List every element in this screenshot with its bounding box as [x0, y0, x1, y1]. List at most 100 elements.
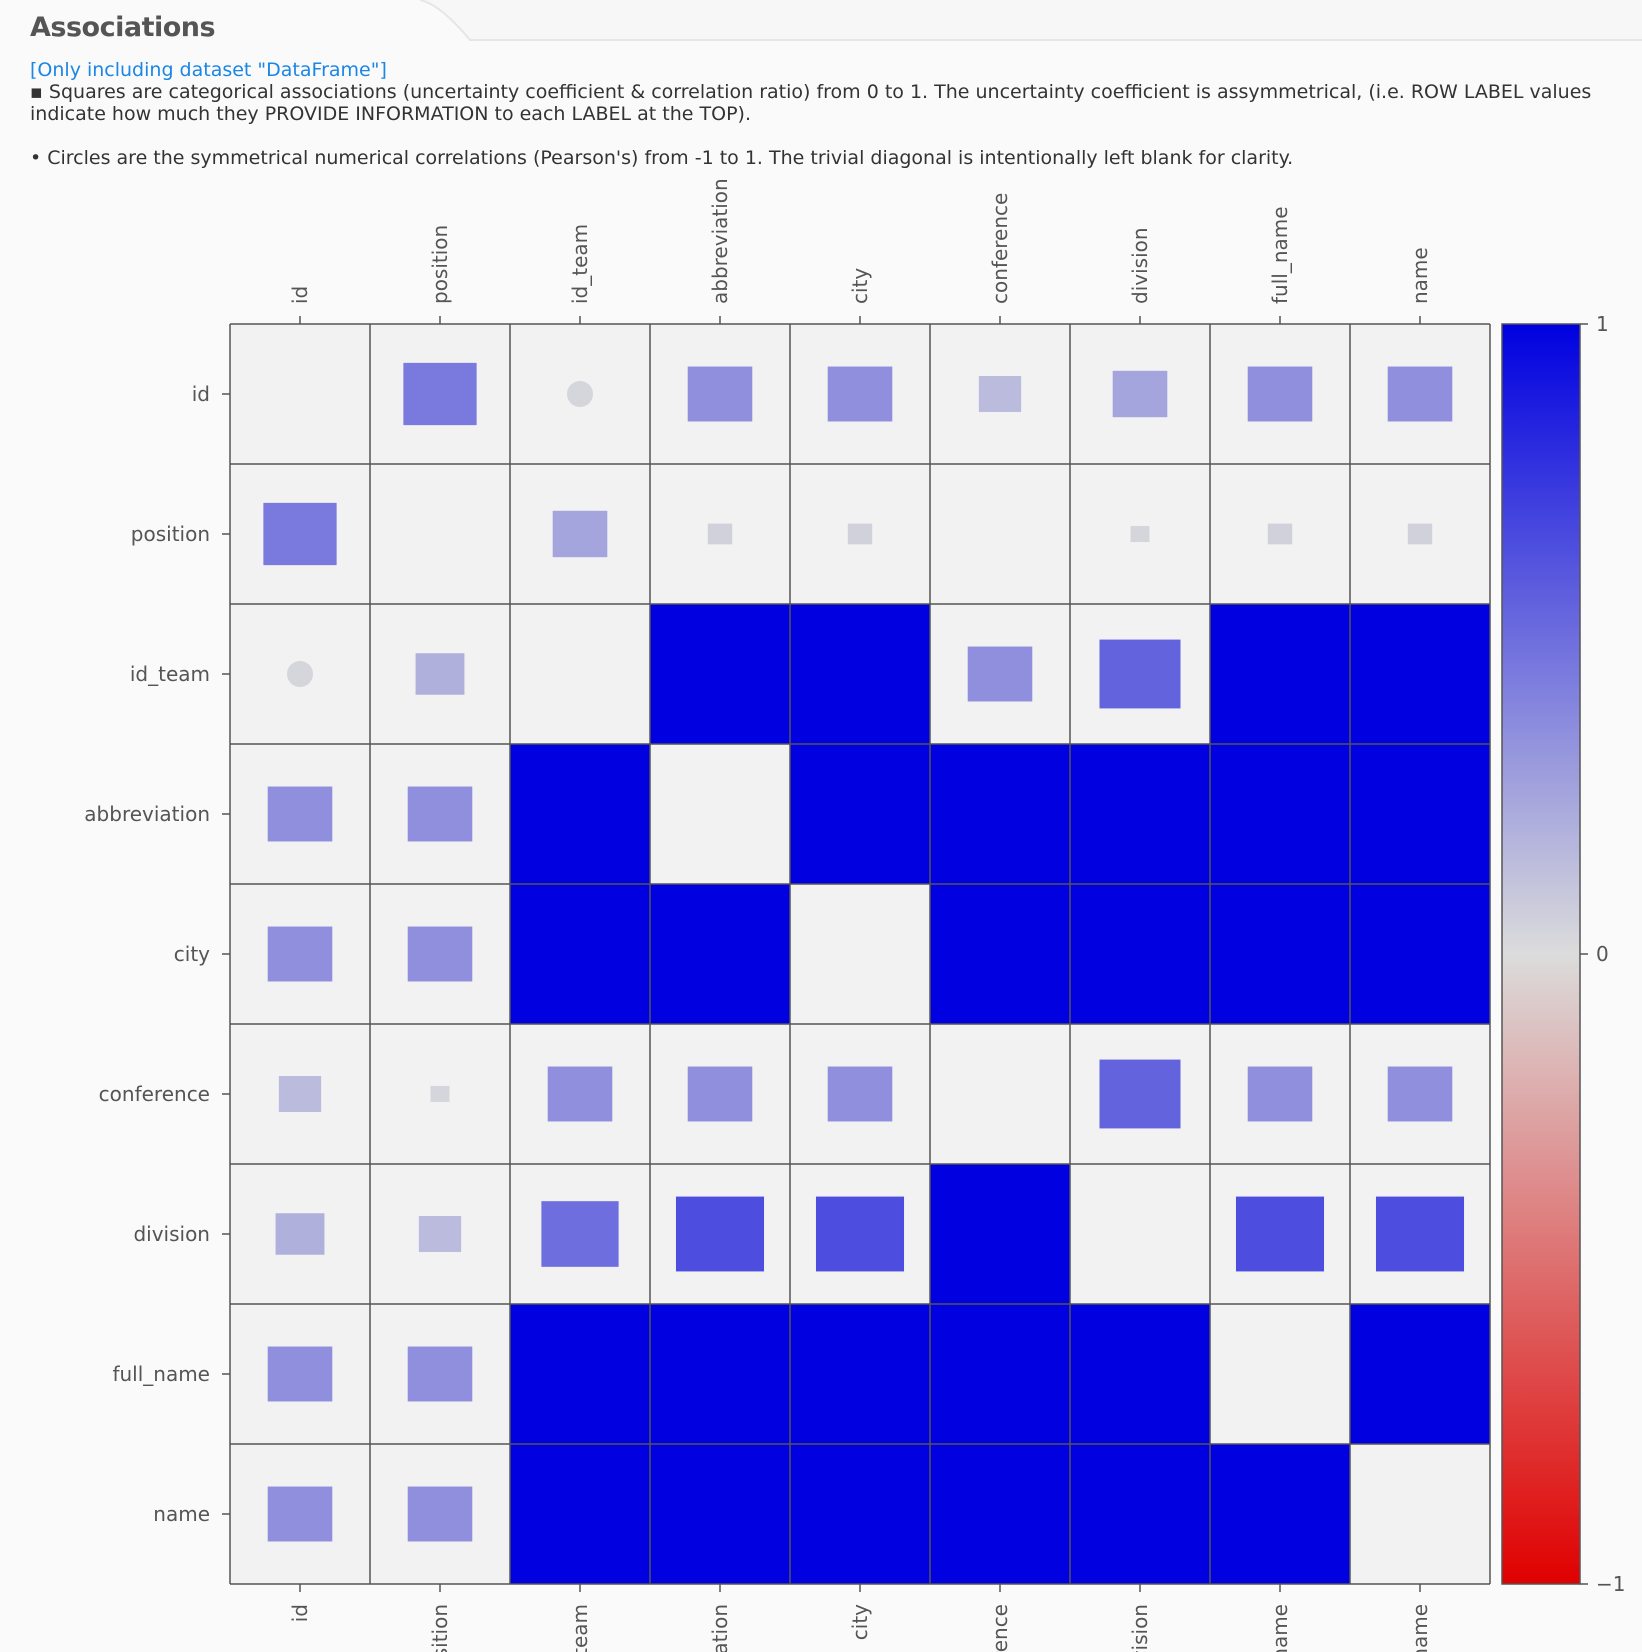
heatmap-square-abbreviation-division	[1070, 744, 1210, 884]
y-tick-label: id	[192, 382, 210, 406]
heatmap-square-abbreviation-full_name	[1210, 744, 1350, 884]
x-tick-label-bottom: conference	[988, 1604, 1012, 1652]
heatmap-square-division-full_name	[1235, 1196, 1325, 1272]
heatmap-square-conference-position	[430, 1085, 450, 1103]
heatmap-square-id-full_name	[1247, 366, 1313, 422]
heatmap-square-division-name	[1375, 1196, 1465, 1272]
x-tick-label-bottom: city	[848, 1604, 872, 1640]
dataset-note-link[interactable]: [Only including dataset "DataFrame"]	[30, 59, 387, 81]
heatmap-square-full_name-id	[267, 1346, 333, 1402]
heatmap-square-city-full_name	[1210, 884, 1350, 1024]
heatmap-square-abbreviation-name	[1350, 744, 1490, 884]
heatmap-square-abbreviation-id_team	[510, 744, 650, 884]
x-tick-label-top: full_name	[1268, 206, 1292, 304]
x-tick-label-top: conference	[988, 193, 1012, 304]
heatmap-square-name-full_name	[1210, 1444, 1350, 1584]
heatmap-square-conference-abbreviation	[687, 1066, 753, 1122]
heatmap-square-id_team-full_name	[1210, 604, 1350, 744]
heatmap-square-conference-name	[1387, 1066, 1453, 1122]
x-tick-label-bottom: position	[428, 1604, 452, 1652]
heatmap-square-name-city	[790, 1444, 930, 1584]
heatmap-square-position-city	[847, 523, 873, 545]
heatmap-square-city-id	[267, 926, 333, 982]
heatmap-square-abbreviation-conference	[930, 744, 1070, 884]
heatmap-square-city-position	[407, 926, 473, 982]
y-tick-label: full_name	[112, 1362, 210, 1386]
heatmap-square-city-name	[1350, 884, 1490, 1024]
heatmap-square-name-position	[407, 1486, 473, 1542]
colorbar-tick-label: 1	[1596, 312, 1609, 336]
heatmap-square-id_team-position	[415, 653, 465, 695]
heatmap-square-abbreviation-city	[790, 744, 930, 884]
page-title: Associations	[30, 12, 216, 43]
x-tick-label-bottom: abbreviation	[708, 1604, 732, 1652]
x-tick-label-bottom: division	[1128, 1604, 1152, 1652]
x-tick-label-bottom: id	[288, 1604, 312, 1622]
y-tick-label: name	[153, 1502, 210, 1526]
heatmap-square-position-division	[1130, 525, 1150, 543]
y-tick-label: abbreviation	[84, 802, 210, 826]
heatmap-square-division-abbreviation	[675, 1196, 765, 1272]
heatmap-square-division-id	[275, 1213, 325, 1255]
heatmap-square-conference-id	[278, 1076, 322, 1112]
y-tick-label: position	[131, 522, 210, 546]
heatmap-square-abbreviation-id	[267, 786, 333, 842]
heatmap-square-conference-id_team	[547, 1066, 613, 1122]
heatmap-circle-id-id_team	[567, 381, 593, 407]
heatmap-square-full_name-conference	[930, 1304, 1070, 1444]
heatmap-square-conference-full_name	[1247, 1066, 1313, 1122]
x-tick-label-top: division	[1128, 227, 1152, 304]
x-tick-label-top: name	[1408, 247, 1432, 304]
heatmap-square-name-abbreviation	[650, 1444, 790, 1584]
heatmap-square-city-division	[1070, 884, 1210, 1024]
heatmap-square-conference-division	[1099, 1059, 1181, 1129]
heatmap-square-full_name-position	[407, 1346, 473, 1402]
heatmap-square-id-conference	[978, 376, 1022, 412]
heatmap-square-id-position	[403, 362, 477, 426]
heatmap-square-id-division	[1112, 370, 1168, 418]
heatmap-square-abbreviation-position	[407, 786, 473, 842]
x-tick-label-top: city	[848, 268, 872, 304]
x-tick-label-bottom: full_name	[1268, 1604, 1292, 1652]
heatmap-square-name-id	[267, 1486, 333, 1542]
heatmap-square-id_team-division	[1099, 639, 1181, 709]
colorbar	[1501, 323, 1581, 1585]
x-tick-label-bottom: name	[1408, 1604, 1432, 1652]
y-tick-label: id_team	[130, 662, 210, 686]
y-tick-label: city	[174, 942, 210, 966]
heatmap-square-full_name-city	[790, 1304, 930, 1444]
heatmap-square-full_name-abbreviation	[650, 1304, 790, 1444]
heatmap-square-division-position	[418, 1216, 462, 1252]
heatmap-square-city-abbreviation	[650, 884, 790, 1024]
heatmap-square-position-id_team	[552, 510, 608, 558]
heatmap-square-full_name-name	[1350, 1304, 1490, 1444]
heatmap-square-id_team-city	[790, 604, 930, 744]
heatmap-square-name-conference	[930, 1444, 1070, 1584]
heatmap-square-city-id_team	[510, 884, 650, 1024]
x-tick-label-top: id_team	[568, 224, 592, 304]
heatmap-square-name-division	[1070, 1444, 1210, 1584]
heatmap-square-position-name	[1407, 523, 1433, 545]
heatmap-square-id-abbreviation	[687, 366, 753, 422]
circles-description: • Circles are the symmetrical numerical …	[30, 147, 1294, 169]
colorbar-tick-label: −1	[1596, 1572, 1625, 1596]
heatmap-square-conference-city	[827, 1066, 893, 1122]
heatmap-square-id_team-name	[1350, 604, 1490, 744]
heatmap-square-division-id_team	[541, 1201, 619, 1267]
heatmap-square-id-city	[827, 366, 893, 422]
heatmap-square-full_name-division	[1070, 1304, 1210, 1444]
heatmap-square-id-name	[1387, 366, 1453, 422]
heatmap-square-name-id_team	[510, 1444, 650, 1584]
heatmap-square-id_team-abbreviation	[650, 604, 790, 744]
heatmap-square-full_name-id_team	[510, 1304, 650, 1444]
squares-description: ▪ Squares are categorical associations (…	[30, 81, 1592, 125]
heatmap-circle-id_team-id	[287, 661, 313, 687]
heatmap-square-position-abbreviation	[707, 523, 733, 545]
x-tick-label-top: position	[428, 225, 452, 304]
x-tick-label-top: id	[288, 286, 312, 304]
heatmap-square-division-conference	[930, 1164, 1070, 1304]
heatmap-square-id_team-conference	[967, 646, 1033, 702]
colorbar-tick-label: 0	[1596, 942, 1609, 966]
heatmap-square-city-conference	[930, 884, 1070, 1024]
